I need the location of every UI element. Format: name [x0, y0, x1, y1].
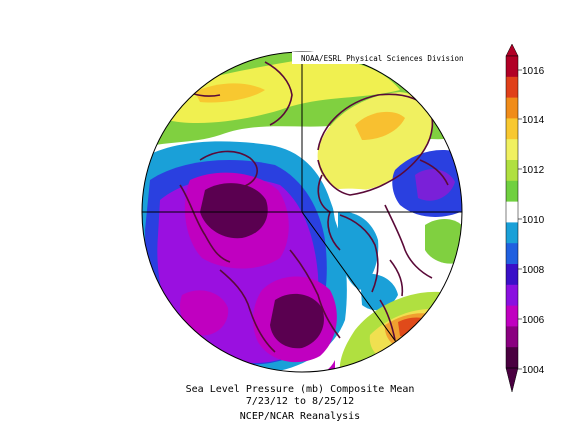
- colorbar-segment: [506, 201, 518, 223]
- colorbar-segment: [506, 76, 518, 99]
- colorbar-segment: [506, 284, 518, 307]
- colorbar-segment: [506, 222, 518, 244]
- colorbar-tick-label: 1004: [522, 365, 545, 376]
- colorbar-segment: [506, 264, 518, 286]
- colorbar-segment: [506, 118, 518, 140]
- colorbar-segment: [506, 180, 518, 203]
- colorbar-segment: [506, 326, 518, 348]
- attribution-text: NOAA/ESRL Physical Sciences Division: [301, 54, 464, 63]
- colorbar-tick-label: 1010: [522, 215, 545, 226]
- colorbar-ticks: 1016 1014 1012 1010 1008 1006 1004: [518, 66, 545, 376]
- caption-title: Sea Level Pressure (mb) Composite Mean: [185, 384, 415, 395]
- pressure-field-east-cyan: [338, 211, 379, 290]
- pressure-field-north-orange: [195, 83, 265, 103]
- pressure-field-north-yellow: [160, 58, 400, 124]
- pressure-field-southwest-magenta: [179, 290, 229, 336]
- colorbar-bottom-arrow: [505, 367, 519, 393]
- pressure-field-low-center-1: [200, 183, 268, 239]
- colorbar-segment: [506, 243, 518, 265]
- colorbar-frame: [505, 55, 519, 369]
- pressure-field-east-cyan-2: [360, 273, 398, 311]
- colorbar-tick-label: 1012: [522, 165, 545, 176]
- pressure-field-east-green: [425, 219, 462, 264]
- pressure-field-scandinavia-purple: [415, 169, 455, 201]
- colorbar-segment: [506, 160, 518, 182]
- colorbar-segment: [506, 347, 518, 369]
- pressure-field-greenland-orange: [355, 111, 405, 140]
- colorbar-tick-label: 1016: [522, 66, 545, 77]
- attribution-box: NOAA/ESRL Physical Sciences Division: [292, 52, 464, 64]
- colorbar-tick-label: 1008: [522, 265, 545, 276]
- colorbar-segment: [506, 56, 518, 78]
- colorbar-segment: [506, 305, 518, 327]
- caption-date-range: 7/23/12 to 8/25/12: [245, 396, 355, 407]
- pressure-field-low-center-2: [270, 293, 324, 349]
- colorbar-segment: [506, 139, 518, 161]
- colorbar-segments: [506, 56, 518, 369]
- colorbar-top-arrow: [505, 43, 519, 57]
- colorbar-tick-label: 1006: [522, 315, 545, 326]
- caption-source: NCEP/NCAR Reanalysis: [239, 411, 361, 422]
- coastlines: [174, 61, 449, 353]
- color-bar: 1016 1014 1012 1010 1008 1006 1004: [505, 43, 545, 393]
- colorbar-segment: [506, 97, 518, 119]
- colorbar-tick-label: 1014: [522, 115, 545, 126]
